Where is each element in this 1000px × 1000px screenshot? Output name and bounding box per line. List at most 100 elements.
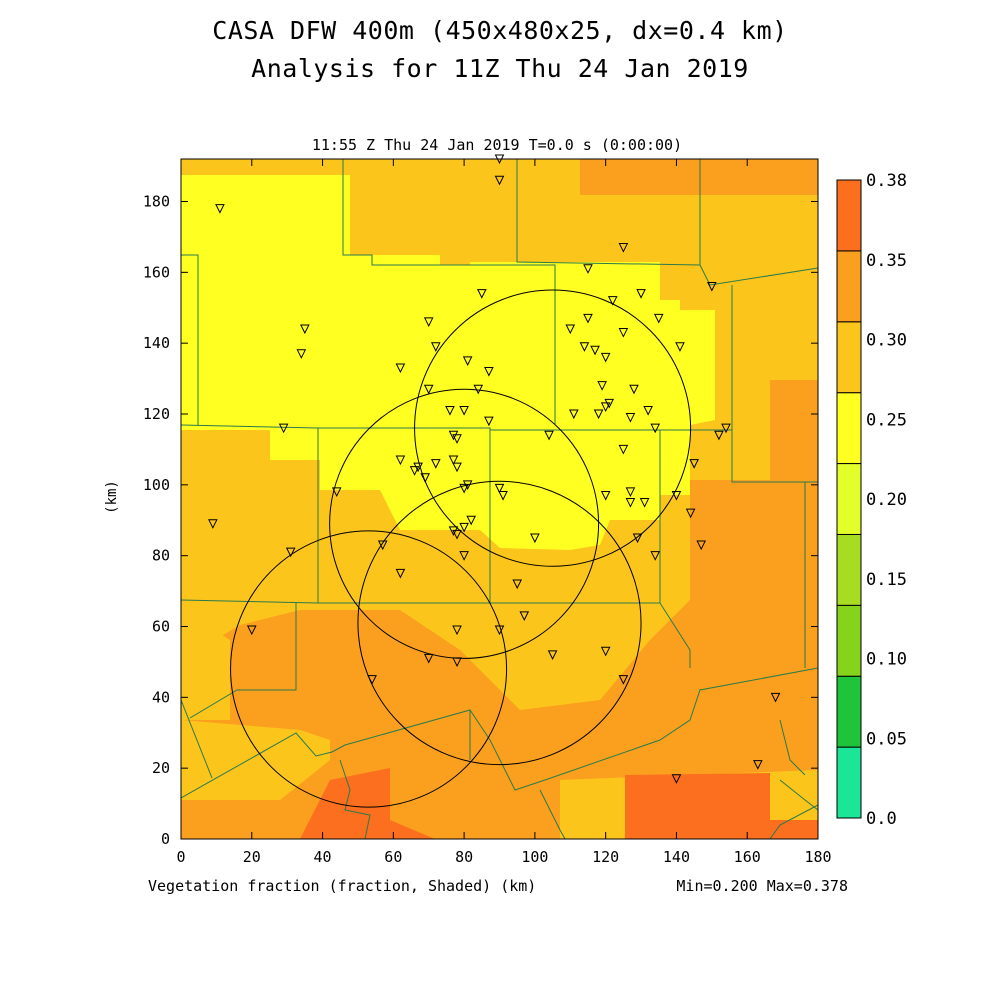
station-marker [600, 402, 611, 413]
y-axis: 0 20 40 60 80 100 120 140 160 180 [143, 193, 818, 848]
station-marker [484, 416, 494, 427]
station-marker [547, 650, 558, 660]
station-marker [671, 774, 682, 784]
station-marker [331, 487, 342, 498]
station-marker [618, 675, 629, 685]
colorbar-segment [836, 392, 862, 465]
station-marker [593, 409, 604, 420]
station-marker [473, 384, 484, 395]
station-marker [600, 646, 611, 657]
station-marker [636, 289, 646, 299]
station-marker [452, 529, 462, 540]
radar-range-ring [357, 480, 642, 766]
station-marker [625, 498, 636, 508]
station-marker [653, 313, 664, 324]
station-markers [208, 154, 781, 784]
station-marker [618, 444, 629, 455]
station-marker [707, 282, 717, 292]
field-region-020-025 [181, 175, 715, 550]
field-region-035-plus-s [625, 773, 818, 839]
station-marker [452, 434, 462, 444]
station-marker [590, 345, 600, 356]
station-marker [296, 349, 307, 359]
y-tick-label: 60 [152, 618, 170, 636]
station-marker [395, 363, 406, 374]
station-marker [377, 540, 388, 551]
station-marker [770, 692, 781, 703]
y-tick-label: 20 [152, 759, 170, 777]
station-marker [395, 455, 406, 466]
colorbar-segment [836, 179, 862, 252]
y-tick-label: 140 [143, 334, 170, 352]
station-marker [430, 459, 441, 469]
station-marker [462, 356, 473, 366]
x-tick-label: 20 [243, 848, 261, 866]
station-marker [721, 423, 731, 434]
station-marker [459, 483, 469, 494]
time-label: 11:55 Z Thu 24 Jan 2019 T=0.0 s (0:00:00… [312, 136, 682, 154]
station-marker [625, 413, 636, 423]
station-marker [629, 384, 639, 395]
radar-range-ring [230, 530, 508, 808]
colorbar-label: 0.38 [866, 171, 907, 191]
station-marker [583, 313, 593, 324]
station-marker [565, 324, 576, 335]
colorbar-label: 0.05 [866, 729, 907, 749]
station-marker [409, 466, 420, 476]
station-marker [569, 409, 579, 420]
station-marker [423, 384, 434, 395]
station-marker [452, 462, 462, 473]
station-marker [714, 430, 724, 441]
radar-range-ring [329, 388, 600, 659]
station-marker [462, 480, 473, 490]
station-marker [395, 568, 406, 579]
station-marker [650, 551, 661, 561]
field-region-025-030-sw [181, 610, 230, 720]
colorbar-label: 0.15 [866, 570, 907, 590]
station-marker [445, 405, 455, 416]
county-boundaries [181, 159, 818, 839]
station-marker [498, 490, 508, 501]
y-tick-label: 40 [152, 688, 170, 706]
station-marker [600, 490, 611, 501]
station-marker [466, 515, 476, 526]
station-marker [639, 498, 650, 508]
y-tick-label: 180 [143, 193, 170, 211]
x-tick-label: 160 [734, 848, 761, 866]
station-marker [607, 296, 618, 306]
station-marker [459, 522, 469, 533]
x-tick-label: 120 [592, 848, 619, 866]
station-marker [544, 430, 554, 441]
map-title: CASA DFW 400m (450x480x25, dx=0.4 km) [212, 16, 788, 45]
shaded-field [181, 159, 818, 839]
colorbar-label: 0.30 [866, 331, 907, 351]
field-region-030-035-ne [580, 159, 818, 195]
station-marker [413, 462, 423, 473]
station-marker [530, 533, 540, 544]
field-region-025-030-sw2 [181, 720, 330, 800]
station-marker [420, 473, 430, 483]
x-tick-label: 80 [455, 848, 473, 866]
colorbar-segment [836, 250, 862, 323]
station-marker [685, 508, 696, 519]
radar-range-ring [414, 289, 692, 567]
station-marker [604, 398, 615, 409]
station-marker [423, 317, 434, 328]
station-marker [494, 625, 505, 636]
station-marker [579, 342, 590, 352]
plot-frame [180, 158, 819, 840]
station-marker [597, 381, 607, 391]
field-region-035-plus-sw [300, 768, 435, 839]
x-tick-label: 0 [176, 848, 185, 866]
station-marker [459, 551, 469, 561]
station-marker [643, 405, 653, 416]
station-marker [423, 653, 434, 664]
map-subtitle: Analysis for 11Z Thu 24 Jan 2019 [251, 54, 749, 83]
min-max-label: Min=0.200 Max=0.378 [676, 877, 848, 895]
colorbar-label: 0.0 [866, 809, 897, 829]
station-marker [215, 204, 225, 214]
station-marker [583, 264, 593, 274]
y-tick-label: 160 [143, 263, 170, 281]
station-marker [448, 455, 459, 466]
station-marker [618, 328, 629, 338]
